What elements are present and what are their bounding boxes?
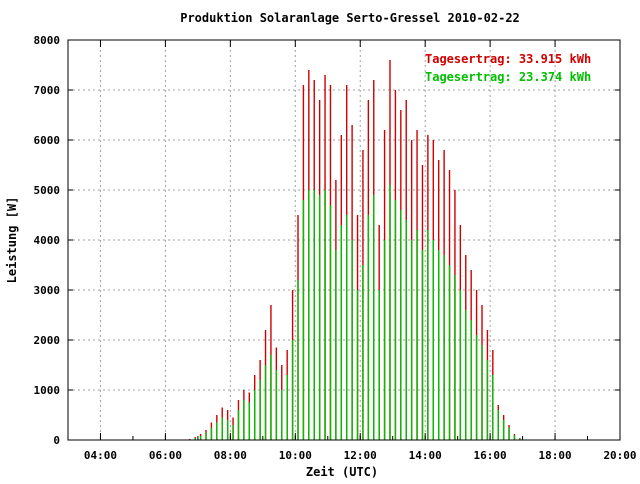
ticks-layer: 0 1000 2000 3000 4000 5000 6000 7000 8000 04:00 06… <box>34 34 637 462</box>
annotation-total-green: Tagesertrag: 23.374 kWh <box>425 70 591 84</box>
x-tick-label: 16:00 <box>474 449 507 462</box>
y-tick-label: 7000 <box>34 84 61 97</box>
y-tick-label: 2000 <box>34 334 61 347</box>
y-tick-label: 0 <box>53 434 60 447</box>
x-tick-label: 12:00 <box>344 449 377 462</box>
chart-title: Produktion Solaranlage Serto-Gressel 201… <box>180 11 520 25</box>
grid-layer <box>68 40 620 440</box>
y-tick-label: 4000 <box>34 234 61 247</box>
y-tick-label: 5000 <box>34 184 61 197</box>
x-tick-label: 06:00 <box>149 449 182 462</box>
y-axis-label: Leistung [W] <box>5 197 19 284</box>
x-tick-label: 04:00 <box>84 449 117 462</box>
x-tick-label: 18:00 <box>538 449 571 462</box>
bars-layer <box>189 60 521 440</box>
annotation-total-red: Tagesertrag: 33.915 kWh <box>425 52 591 66</box>
y-tick-label: 3000 <box>34 284 61 297</box>
y-tick-label: 8000 <box>34 34 61 47</box>
y-tick-label: 1000 <box>34 384 61 397</box>
y-tick-label: 6000 <box>34 134 61 147</box>
x-tick-label: 08:00 <box>214 449 247 462</box>
x-tick-label: 10:00 <box>279 449 312 462</box>
x-axis-label: Zeit (UTC) <box>306 465 378 479</box>
x-tick-label: 20:00 <box>603 449 636 462</box>
x-tick-label: 14:00 <box>409 449 442 462</box>
